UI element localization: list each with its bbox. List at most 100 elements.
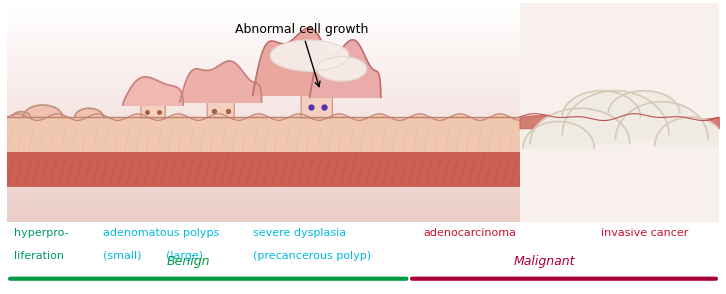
Bar: [7, 129, 719, 130]
Bar: [7, 158, 719, 159]
Bar: [7, 197, 719, 198]
Bar: [7, 113, 719, 114]
Bar: [7, 37, 719, 38]
Bar: [7, 180, 719, 181]
Bar: [7, 45, 719, 46]
Bar: [7, 70, 719, 71]
Bar: [7, 219, 719, 220]
Bar: [7, 148, 719, 149]
FancyBboxPatch shape: [7, 152, 719, 187]
Text: Benign: Benign: [167, 255, 211, 268]
Bar: [7, 175, 719, 176]
Bar: [7, 100, 719, 101]
FancyBboxPatch shape: [301, 92, 333, 118]
Bar: [7, 126, 719, 127]
Bar: [7, 59, 719, 60]
Bar: [7, 184, 719, 185]
Bar: [7, 196, 719, 197]
Bar: [7, 117, 719, 118]
Polygon shape: [12, 112, 30, 117]
Polygon shape: [123, 77, 184, 105]
Bar: [7, 78, 719, 79]
Bar: [7, 203, 719, 204]
Bar: [7, 71, 719, 72]
Bar: [7, 93, 719, 94]
Bar: [7, 85, 719, 86]
Bar: [7, 217, 719, 218]
Bar: [7, 19, 719, 21]
Bar: [7, 211, 719, 213]
Bar: [7, 91, 719, 92]
Bar: [7, 35, 719, 36]
Bar: [7, 61, 719, 62]
Bar: [7, 124, 719, 125]
Bar: [7, 185, 719, 186]
Bar: [7, 213, 719, 214]
Bar: [7, 103, 719, 104]
Bar: [7, 199, 719, 201]
Text: adenomatous polyps: adenomatous polyps: [103, 228, 219, 238]
Bar: [7, 172, 719, 173]
Bar: [7, 68, 719, 69]
Bar: [7, 48, 719, 49]
Bar: [7, 176, 719, 178]
Bar: [7, 56, 719, 57]
Bar: [7, 149, 719, 150]
Bar: [7, 140, 719, 141]
Bar: [7, 73, 719, 74]
Bar: [7, 191, 719, 192]
Bar: [7, 54, 719, 56]
Text: Abnormal cell growth: Abnormal cell growth: [235, 23, 368, 87]
Polygon shape: [23, 105, 62, 117]
Bar: [7, 15, 719, 16]
Bar: [7, 26, 719, 27]
Bar: [7, 92, 719, 93]
Bar: [7, 66, 719, 67]
Bar: [7, 127, 719, 128]
Bar: [7, 123, 719, 124]
Bar: [7, 88, 719, 90]
Polygon shape: [253, 28, 346, 95]
Bar: [7, 57, 719, 58]
Bar: [7, 174, 719, 175]
Bar: [7, 147, 719, 148]
Bar: [7, 207, 719, 208]
Bar: [7, 168, 719, 169]
Polygon shape: [523, 121, 595, 148]
Bar: [7, 182, 719, 183]
Bar: [7, 208, 719, 209]
Bar: [7, 51, 719, 52]
Bar: [7, 82, 719, 83]
Bar: [7, 193, 719, 194]
Bar: [7, 33, 719, 34]
Bar: [7, 156, 719, 157]
Bar: [7, 215, 719, 216]
Bar: [7, 114, 719, 115]
Bar: [7, 125, 719, 126]
Bar: [7, 80, 719, 81]
Bar: [7, 27, 719, 28]
Bar: [7, 7, 719, 9]
Bar: [7, 97, 719, 98]
Bar: [7, 202, 719, 203]
Bar: [7, 52, 719, 54]
Bar: [7, 47, 719, 48]
Bar: [7, 13, 719, 14]
Bar: [7, 81, 719, 82]
Bar: [7, 209, 719, 211]
Bar: [7, 58, 719, 59]
Bar: [7, 162, 719, 163]
Bar: [7, 5, 719, 6]
Bar: [7, 14, 719, 15]
Bar: [7, 143, 719, 145]
Bar: [7, 46, 719, 47]
Bar: [7, 25, 719, 26]
Bar: [7, 3, 719, 4]
Bar: [7, 139, 719, 140]
Bar: [7, 84, 719, 85]
Bar: [7, 87, 719, 88]
Polygon shape: [530, 108, 630, 143]
Bar: [7, 141, 719, 142]
Bar: [7, 161, 719, 162]
Bar: [7, 192, 719, 193]
